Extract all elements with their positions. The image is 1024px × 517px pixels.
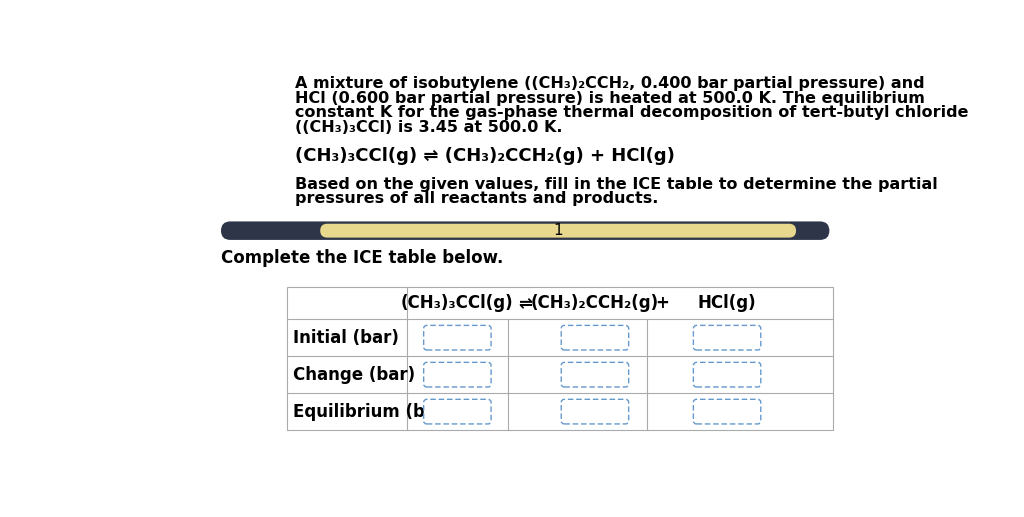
Text: HCl(g): HCl(g) (697, 294, 757, 312)
FancyBboxPatch shape (424, 399, 492, 424)
Text: Based on the given values, fill in the ICE table to determine the partial: Based on the given values, fill in the I… (295, 177, 937, 192)
FancyBboxPatch shape (693, 399, 761, 424)
Text: (CH₃)₂CCH₂(g): (CH₃)₂CCH₂(g) (530, 294, 659, 312)
Text: (CH₃)₃CCl(g): (CH₃)₃CCl(g) (401, 294, 514, 312)
Text: (CH₃)₃CCl(g) ⇌ (CH₃)₂CCH₂(g) + HCl(g): (CH₃)₃CCl(g) ⇌ (CH₃)₂CCH₂(g) + HCl(g) (295, 147, 675, 165)
FancyBboxPatch shape (693, 325, 761, 350)
Text: HCl (0.600 bar partial pressure) is heated at 500.0 K. The equilibrium: HCl (0.600 bar partial pressure) is heat… (295, 90, 925, 105)
Text: constant K for the gas-phase thermal decomposition of tert-butyl chloride: constant K for the gas-phase thermal dec… (295, 105, 968, 120)
FancyBboxPatch shape (321, 224, 796, 238)
FancyBboxPatch shape (424, 362, 492, 387)
Text: pressures of all reactants and products.: pressures of all reactants and products. (295, 191, 658, 206)
FancyBboxPatch shape (221, 221, 829, 240)
Text: Initial (bar): Initial (bar) (293, 329, 399, 347)
Text: ((CH₃)₃CCl) is 3.45 at 500.0 K.: ((CH₃)₃CCl) is 3.45 at 500.0 K. (295, 120, 562, 135)
Text: Complete the ICE table below.: Complete the ICE table below. (221, 249, 504, 267)
Text: Change (bar): Change (bar) (293, 366, 415, 384)
Bar (287, 287, 834, 430)
FancyBboxPatch shape (561, 362, 629, 387)
Text: Equilibrium (bar): Equilibrium (bar) (293, 403, 452, 421)
FancyBboxPatch shape (561, 399, 629, 424)
Text: A mixture of isobutylene ((CH₃)₂CCH₂, 0.400 bar partial pressure) and: A mixture of isobutylene ((CH₃)₂CCH₂, 0.… (295, 76, 925, 91)
Text: +: + (655, 294, 669, 312)
Text: ⇌: ⇌ (518, 294, 532, 312)
FancyBboxPatch shape (424, 325, 492, 350)
Text: 1: 1 (553, 223, 563, 238)
FancyBboxPatch shape (693, 362, 761, 387)
FancyBboxPatch shape (561, 325, 629, 350)
